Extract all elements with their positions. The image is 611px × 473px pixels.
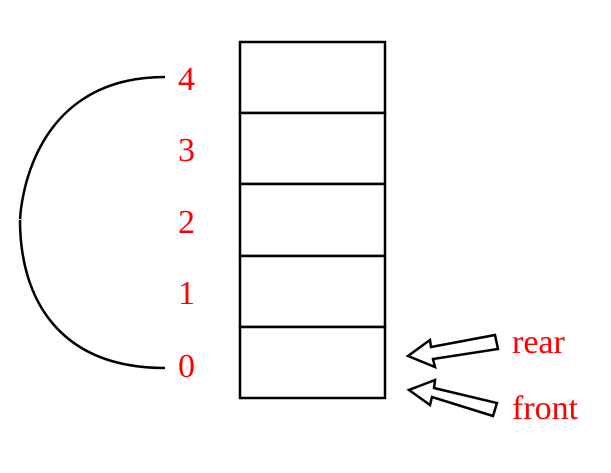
rear-pointer: rear (405, 324, 566, 370)
queue-slot-4 (238, 40, 387, 115)
front-pointer: front (406, 378, 579, 427)
front-arrow-icon (406, 378, 499, 418)
queue-slot-2 (238, 182, 387, 258)
slot-index-label-0: 0 (178, 348, 195, 385)
queue-slot-0 (238, 325, 387, 400)
queue-array (238, 40, 387, 400)
slot-index-label-3: 3 (178, 132, 195, 169)
wraparound-arc (18, 75, 166, 370)
slot-index-label-2: 2 (178, 204, 195, 241)
rear-label: rear (512, 324, 566, 361)
queue-slot-1 (238, 254, 387, 329)
queue-slot-3 (238, 111, 387, 186)
slot-index-label-4: 4 (178, 61, 195, 98)
slot-index-labels: 4 3 2 1 0 (178, 61, 195, 385)
slot-index-label-1: 1 (178, 275, 195, 312)
front-label: front (512, 390, 579, 427)
rear-arrow-icon (405, 333, 500, 370)
